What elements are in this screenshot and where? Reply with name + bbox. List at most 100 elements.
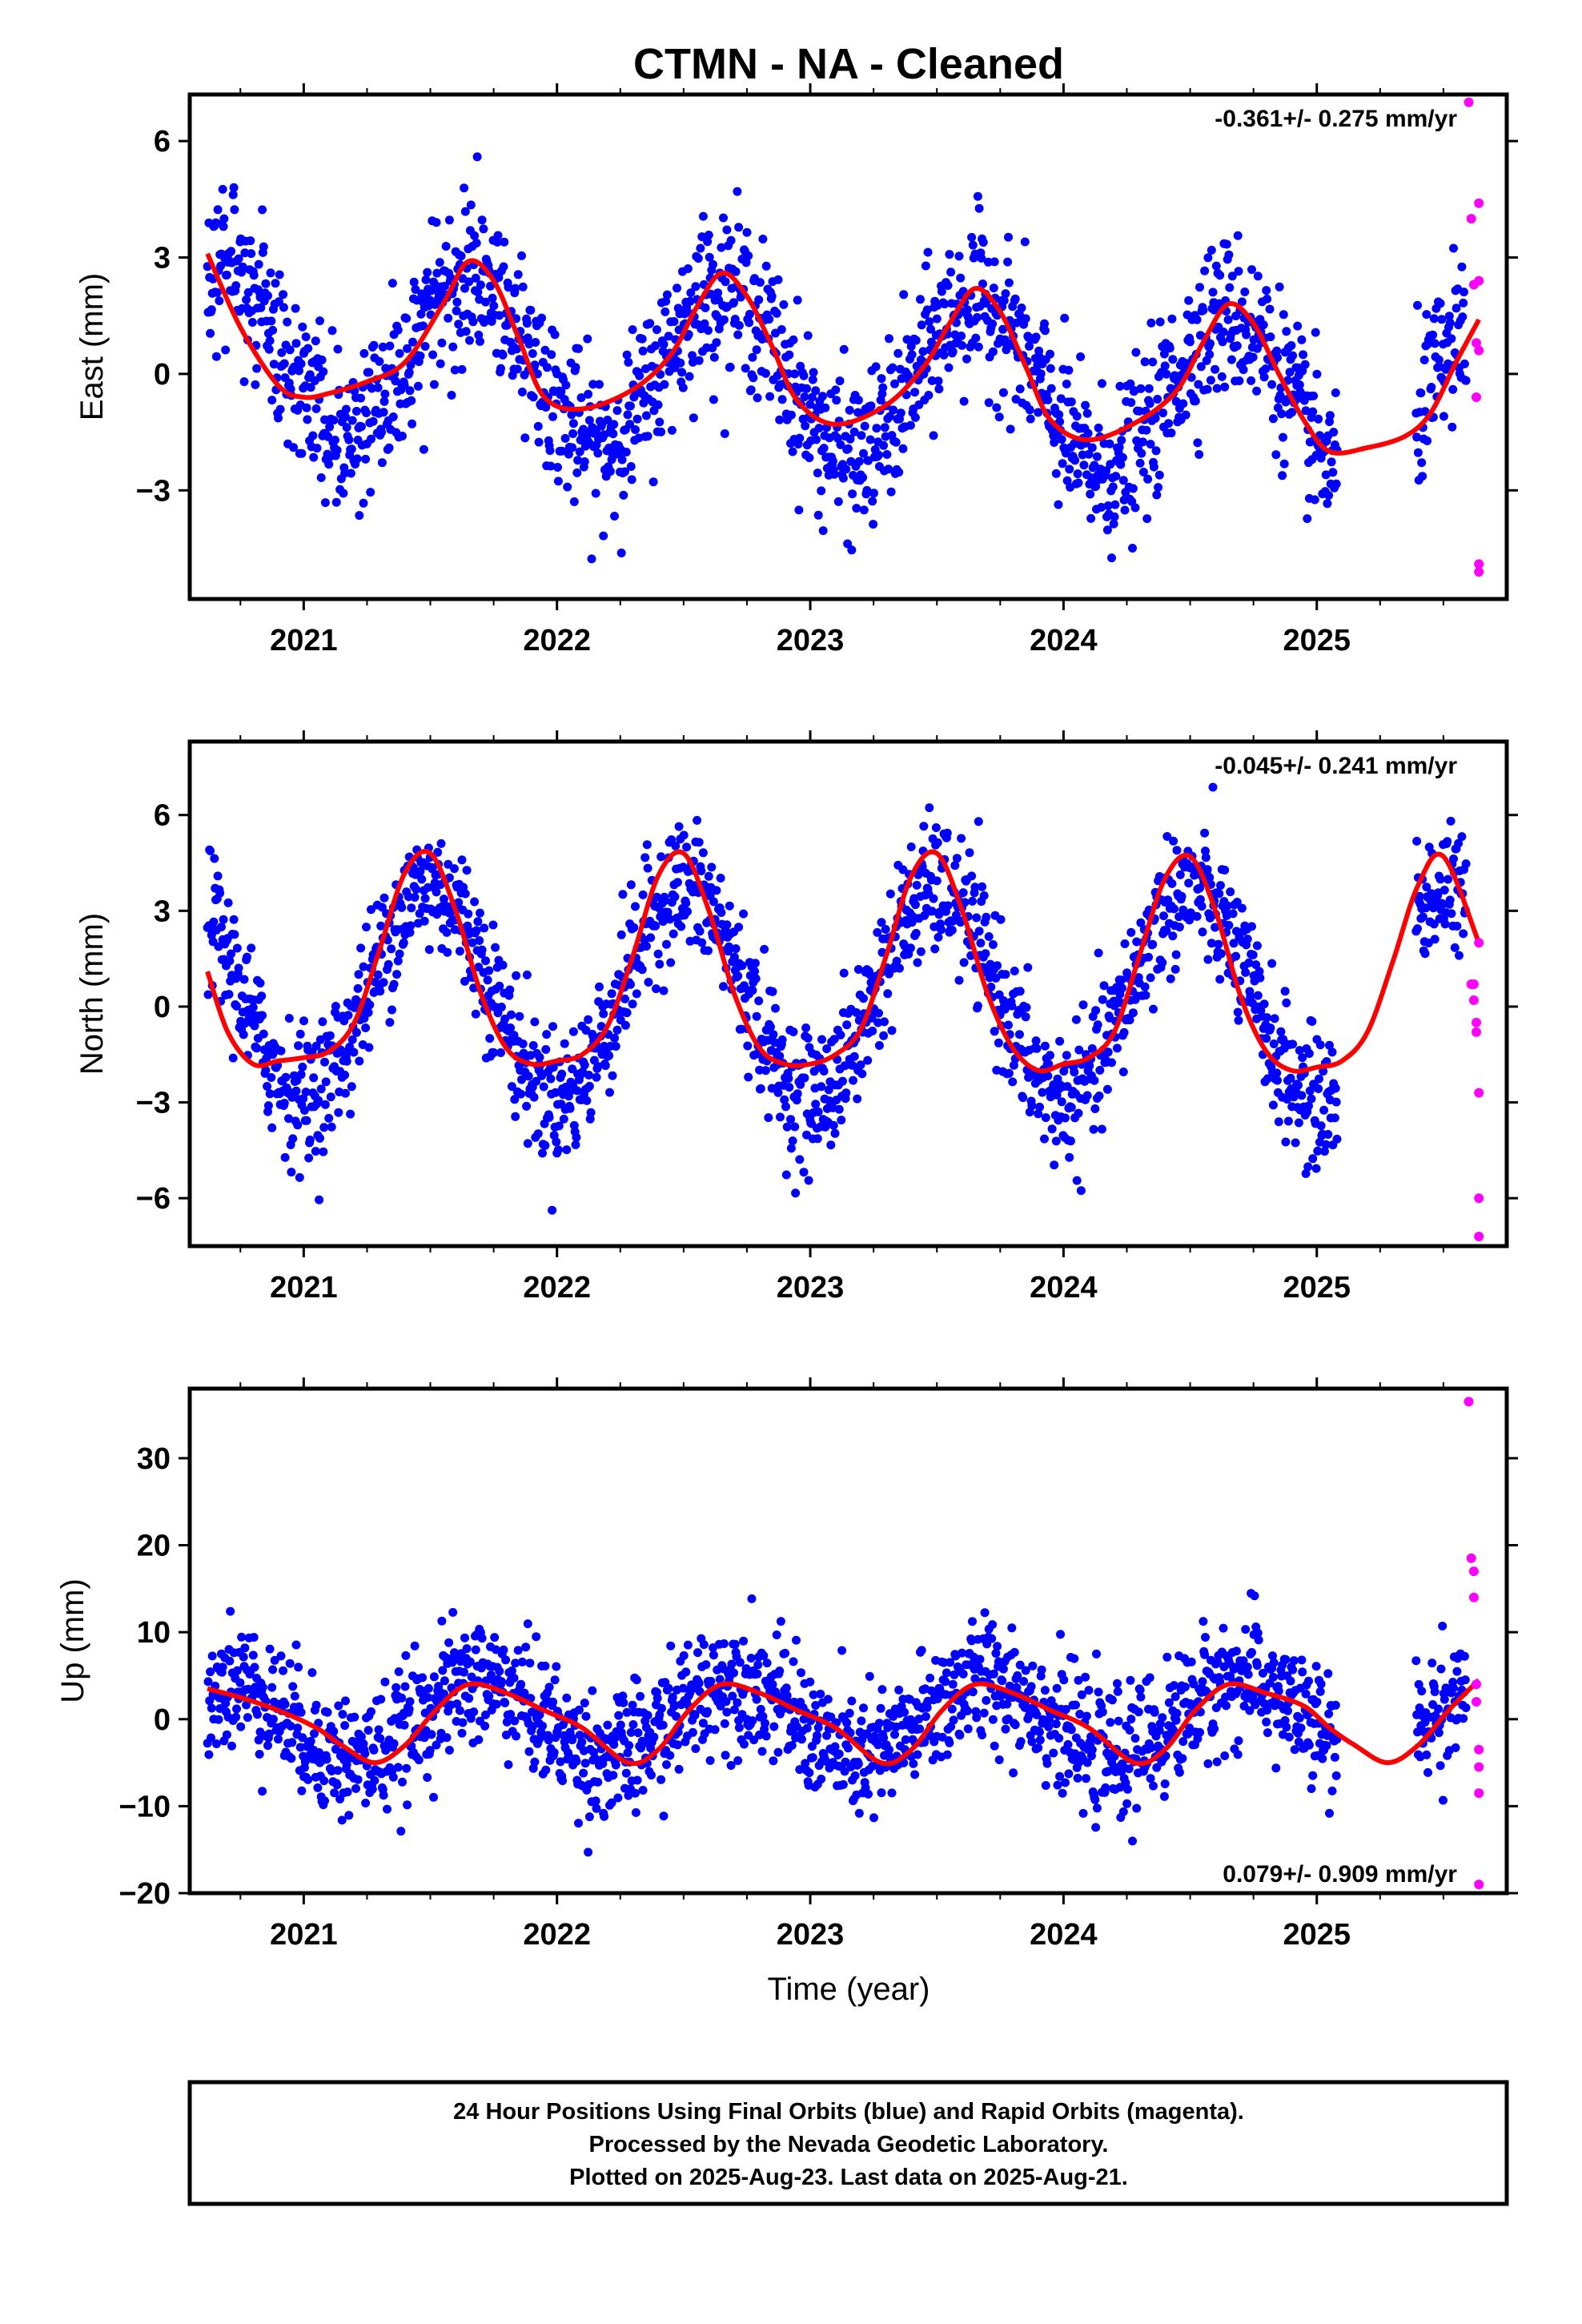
final-orbit-point	[948, 1679, 958, 1689]
final-orbit-point	[726, 1761, 736, 1770]
final-orbit-point	[423, 267, 432, 277]
final-orbit-point	[1063, 1739, 1073, 1749]
final-orbit-point	[362, 408, 371, 417]
final-orbit-point	[726, 235, 736, 245]
final-orbit-point	[441, 242, 451, 251]
final-orbit-point	[291, 1640, 301, 1650]
final-orbit-point	[1440, 919, 1450, 929]
final-orbit-point	[1295, 1046, 1304, 1055]
final-orbit-point	[1263, 1074, 1272, 1084]
final-orbit-point	[700, 319, 709, 328]
final-orbit-point	[539, 1082, 548, 1092]
final-orbit-point	[885, 1745, 893, 1755]
final-orbit-point	[632, 414, 642, 424]
final-orbit-point	[289, 443, 298, 452]
final-orbit-point	[1205, 350, 1215, 360]
final-orbit-point	[1259, 999, 1269, 1009]
final-orbit-point	[773, 275, 783, 284]
final-orbit-point	[1261, 364, 1271, 374]
final-orbit-point	[231, 1712, 241, 1722]
final-orbit-point	[1195, 283, 1204, 292]
final-orbit-point	[383, 959, 393, 969]
x-tick-label: 2021	[270, 1271, 338, 1305]
final-orbit-point	[1308, 1154, 1318, 1164]
final-orbit-point	[538, 1148, 547, 1158]
final-orbit-point	[616, 549, 626, 557]
final-orbit-point	[873, 927, 882, 937]
final-orbit-point	[568, 1027, 578, 1036]
final-orbit-point	[218, 1663, 227, 1672]
final-orbit-point	[291, 1086, 301, 1096]
final-orbit-point	[1015, 1660, 1025, 1670]
final-orbit-point	[266, 268, 275, 278]
final-orbit-point	[683, 264, 693, 273]
final-orbit-point	[765, 1022, 775, 1031]
final-orbit-point	[911, 928, 921, 938]
rapid-orbit-points	[1466, 938, 1484, 1241]
final-orbit-point	[1171, 950, 1181, 959]
final-orbit-point	[263, 1101, 273, 1111]
final-orbit-point	[1043, 395, 1053, 404]
final-orbit-point	[947, 1704, 957, 1714]
final-orbit-point	[990, 257, 999, 267]
final-orbit-point	[978, 279, 987, 288]
final-orbit-point	[214, 1715, 223, 1724]
final-orbit-point	[380, 389, 390, 399]
final-orbit-point	[748, 352, 757, 362]
final-orbit-point	[746, 1654, 756, 1663]
final-orbit-point	[499, 1645, 508, 1655]
final-orbit-point	[356, 1732, 366, 1742]
final-orbit-point	[407, 396, 416, 405]
final-orbit-point	[892, 956, 901, 966]
final-orbit-point	[913, 958, 922, 967]
final-orbit-point	[1423, 436, 1432, 445]
final-orbit-point	[296, 359, 306, 368]
final-orbit-point	[731, 944, 741, 954]
final-orbit-point	[599, 1009, 608, 1019]
final-orbit-point	[391, 1683, 401, 1692]
final-orbit-point	[1294, 1080, 1303, 1090]
final-orbit-point	[341, 1696, 350, 1706]
final-orbit-point	[1184, 879, 1194, 888]
final-orbit-point	[694, 838, 704, 847]
final-orbit-point	[506, 1023, 516, 1032]
final-orbit-point	[1279, 310, 1288, 320]
final-orbit-point	[1413, 924, 1422, 934]
final-orbit-point	[849, 427, 859, 436]
final-orbit-point	[813, 1107, 823, 1116]
final-orbit-point	[360, 1749, 370, 1759]
final-orbit-point	[287, 1738, 297, 1747]
final-orbit-point	[1010, 294, 1020, 304]
final-orbit-point	[572, 1132, 581, 1142]
final-orbit-point	[1418, 912, 1427, 922]
final-orbit-point	[946, 1722, 956, 1731]
final-orbit-point	[655, 417, 665, 427]
final-orbit-point	[624, 1741, 634, 1751]
final-orbit-point	[1135, 1685, 1145, 1695]
final-orbit-point	[666, 1641, 676, 1651]
final-orbit-point	[617, 455, 627, 464]
final-orbit-point	[320, 1057, 329, 1067]
final-orbit-point	[608, 429, 618, 439]
final-orbit-point	[1027, 1737, 1037, 1747]
final-orbit-point	[392, 970, 402, 979]
final-orbit-point	[600, 1811, 609, 1821]
final-orbit-point	[1428, 330, 1438, 340]
final-orbit-point	[532, 1632, 541, 1642]
final-orbit-point	[486, 281, 495, 291]
final-orbit-point	[1275, 282, 1284, 292]
final-orbit-point	[492, 237, 502, 247]
final-orbit-point	[1212, 384, 1222, 393]
final-orbit-point	[799, 1168, 809, 1177]
final-orbit-point	[717, 243, 726, 252]
final-orbit-point	[874, 1008, 883, 1018]
final-orbit-point	[553, 1145, 563, 1155]
final-orbit-point	[632, 1775, 642, 1785]
final-orbit-point	[925, 803, 934, 813]
final-orbit-point	[730, 315, 740, 324]
final-orbit-point	[501, 1655, 511, 1665]
final-orbit-point	[299, 1106, 309, 1115]
final-orbit-point	[772, 308, 781, 318]
final-orbit-point	[965, 848, 974, 858]
final-orbit-point	[1461, 859, 1471, 869]
